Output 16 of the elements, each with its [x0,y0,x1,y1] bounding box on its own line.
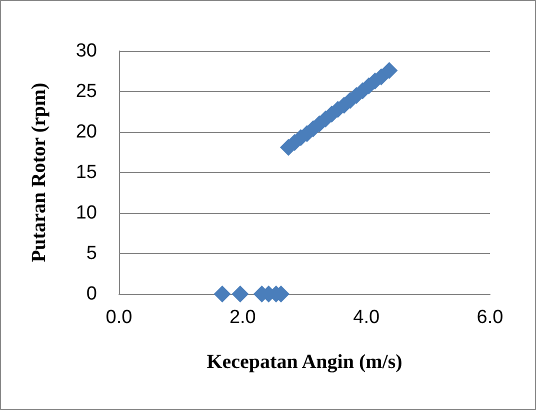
x-tick-label: 6.0 [476,307,504,328]
x-tick-label: 2.0 [229,307,256,328]
y-tick-label: 30 [76,40,97,62]
x-axis-title: Kecepatan Angin (m/s) [206,351,402,373]
y-tick-label: 20 [76,122,97,142]
point [380,62,398,79]
point [214,286,231,302]
y-tick-label: 25 [76,81,97,102]
y-tick-label: 5 [86,243,97,264]
y-axis-title: Putaran Rotor (rpm) [28,82,50,262]
x-tick-label: 0.0 [106,307,132,328]
x-tick-label: 4.0 [353,307,380,328]
y-tick-label: 15 [76,162,97,183]
point [232,286,249,302]
y-tick-label: 0 [86,284,97,304]
y-tick-label: 10 [76,202,97,224]
